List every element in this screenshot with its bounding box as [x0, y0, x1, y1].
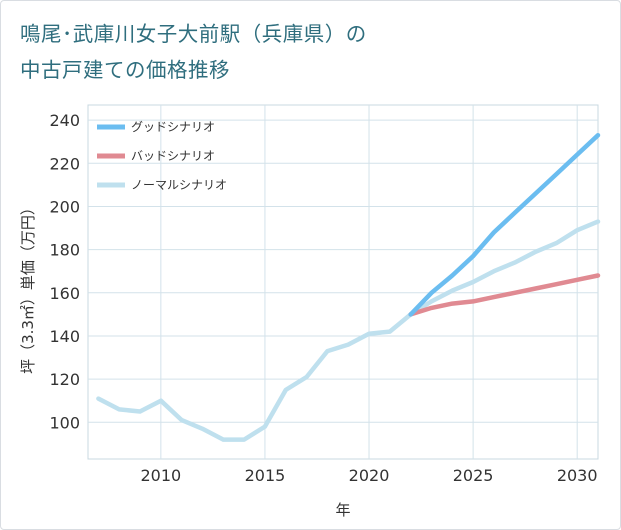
series-lines [96, 132, 601, 442]
series-line-0 [408, 132, 601, 317]
chart-title: 鳴尾･武庫川女子大前駅（兵庫県）の 中古戸建ての価格推移 [20, 16, 600, 88]
y-tick-label: 240 [49, 111, 80, 130]
chart-title-line1: 鳴尾･武庫川女子大前駅（兵庫県）の [20, 22, 367, 46]
x-tick-label: 2025 [453, 466, 494, 485]
chart-title-line2: 中古戸建ての価格推移 [20, 58, 230, 82]
x-tick-label: 2010 [140, 466, 181, 485]
legend-label-0: グッドシナリオ [131, 120, 215, 134]
x-tick-label: 2030 [557, 466, 598, 485]
y-tick-label: 120 [49, 370, 80, 389]
legend-label-1: バッドシナリオ [131, 149, 215, 163]
series-line-2 [96, 219, 601, 442]
y-tick-label: 200 [49, 197, 80, 216]
y-tick-label: 140 [49, 327, 80, 346]
x-tick-label: 2015 [245, 466, 286, 485]
y-tick-label: 220 [49, 154, 80, 173]
x-axis-label: 年 [335, 501, 350, 519]
y-axis-label: 坪（3.3㎡）単価（万円） [19, 200, 37, 374]
legend-label-2: ノーマルシナリオ [131, 178, 227, 192]
x-tick-label: 2020 [349, 466, 390, 485]
y-tick-label: 160 [49, 284, 80, 303]
tick-labels: 100 120 140 160 180 200 220 240 2010 2015 2020 2025… [49, 111, 597, 485]
y-tick-label: 100 [49, 413, 80, 432]
plot-border [87, 104, 599, 460]
series-line-1 [408, 273, 601, 317]
y-tick-label: 180 [49, 241, 80, 260]
